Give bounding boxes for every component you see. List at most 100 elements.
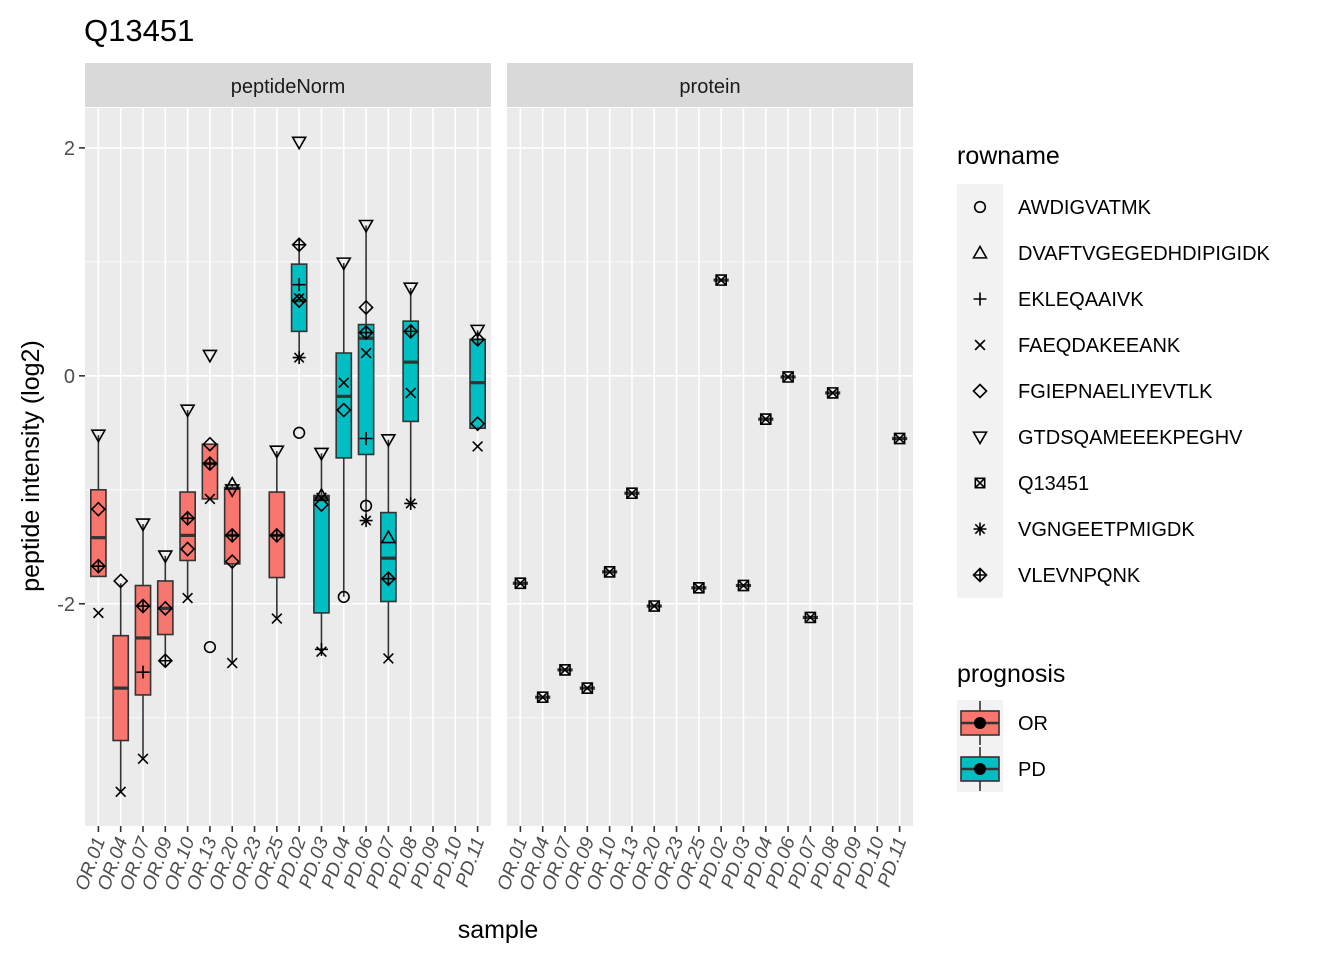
point-triangle-down xyxy=(358,219,374,234)
point-diamond xyxy=(291,292,307,309)
point-cross xyxy=(271,613,283,625)
point-diamond xyxy=(224,553,240,570)
point-triangle-down xyxy=(335,257,352,272)
point-triangle-down xyxy=(90,429,107,444)
point-diamond xyxy=(336,402,352,418)
point-plus xyxy=(136,665,150,679)
point-diamond xyxy=(202,436,218,452)
box-body xyxy=(335,352,353,459)
legend-key-diamond xyxy=(972,383,988,399)
point-cross xyxy=(338,377,350,389)
point-cross xyxy=(182,592,194,604)
point-cross xyxy=(360,347,372,359)
rowname-legend-item: Q13451 xyxy=(974,473,1089,495)
point-asterisk xyxy=(292,351,306,365)
legend-label: PD xyxy=(1018,759,1046,781)
legend-label: VLEVNPQNK xyxy=(1018,565,1141,587)
rowname-legend-title: rowname xyxy=(957,142,1060,170)
box-body xyxy=(313,494,330,614)
point-Q13451 xyxy=(715,274,727,286)
box-body xyxy=(223,486,241,565)
point-triangle-down xyxy=(157,550,174,565)
rowname-legend-item: EKLEQAAIVK xyxy=(973,289,1144,311)
box-body xyxy=(201,443,219,500)
point-triangle-down xyxy=(179,404,196,419)
y-tick-label: -2 xyxy=(57,594,75,616)
point-triangle-down xyxy=(402,282,419,297)
point-cross xyxy=(316,646,327,658)
legend-key-triangle-down xyxy=(972,431,988,446)
point-diamond xyxy=(313,496,330,513)
point-triangle-down xyxy=(224,484,241,498)
point-triangle-down xyxy=(313,447,330,462)
point-cross xyxy=(472,441,484,452)
point-cross xyxy=(382,653,394,664)
rowname-legend-items: AWDIGVATMK DVAFTVGEGEDHDIPIGIDK EKLEQAAIVK… xyxy=(972,197,1271,587)
strip-label: peptideNorm xyxy=(231,76,346,98)
strip-label: protein xyxy=(679,76,740,98)
legend: rowname AWDIGVATMK DVAFTVGEGEDHDIPIGIDK EK… xyxy=(957,142,1271,792)
point-Q13451 xyxy=(693,581,705,594)
point-triangle-down xyxy=(469,324,486,339)
panel-peptideNorm: peptideNormOR.01OR.04OR.07OR.09OR.10OR.1… xyxy=(57,63,491,893)
strip-protein xyxy=(507,63,913,107)
y-tick-label: 0 xyxy=(64,366,75,388)
point-Q13451 xyxy=(893,432,906,445)
y-axis-label: peptide intensity (log2) xyxy=(17,340,45,592)
box-PD.06 xyxy=(780,371,796,383)
legend-key-point xyxy=(974,763,986,775)
point-diamond-plus xyxy=(157,653,173,669)
point-triangle-down xyxy=(291,136,308,151)
box-OR.07 xyxy=(134,523,152,759)
point-triangle-down xyxy=(380,433,397,448)
point-Q13451 xyxy=(603,566,616,578)
point-triangle-down xyxy=(268,445,285,460)
point-diamond-plus xyxy=(380,571,397,587)
rowname-legend-item: VGNGEETPMIGDK xyxy=(973,519,1195,541)
box-PD.11 xyxy=(892,432,908,445)
box-OR.04 xyxy=(535,691,551,704)
box-PD.02 xyxy=(713,274,729,286)
point-diamond-plus xyxy=(469,331,486,347)
legend-label: VGNGEETPMIGDK xyxy=(1018,519,1195,541)
point-cross xyxy=(226,657,238,669)
prognosis-legend-item: PD xyxy=(957,746,1046,792)
legend-label: DVAFTVGEGEDHDIPIGIDK xyxy=(1018,243,1271,265)
legend-label: Q13451 xyxy=(1018,473,1089,495)
panel-background xyxy=(507,108,913,826)
point-Q13451 xyxy=(826,387,839,399)
point-diamond xyxy=(90,501,107,517)
box-PD.08 xyxy=(825,387,841,399)
box-OR.25 xyxy=(691,581,707,594)
panels: peptideNormOR.01OR.04OR.07OR.09OR.10OR.1… xyxy=(57,63,913,893)
panel-protein: proteinOR.01OR.04OR.07OR.09OR.10OR.13OR.… xyxy=(494,63,913,893)
point-Q13451 xyxy=(782,371,794,383)
point-triangle-down xyxy=(202,349,218,364)
box-PD.03 xyxy=(735,579,752,592)
point-Q13451 xyxy=(804,611,817,624)
legend-key-plus xyxy=(973,292,987,306)
prognosis-legend-item: OR xyxy=(957,700,1048,746)
legend-key-square-cross xyxy=(974,477,986,489)
legend-key-diamond-plus xyxy=(972,567,988,583)
legend-label: FGIEPNAELIYEVTLK xyxy=(1018,381,1213,403)
legend-key-cross xyxy=(974,339,986,351)
rowname-legend-item: DVAFTVGEGEDHDIPIGIDK xyxy=(972,243,1271,265)
prognosis-legend-title: prognosis xyxy=(957,660,1065,688)
point-circle xyxy=(337,590,350,604)
point-Q13451 xyxy=(559,664,571,676)
point-plus xyxy=(314,642,328,656)
point-diamond xyxy=(157,600,173,616)
point-diamond xyxy=(179,541,196,557)
panel-background xyxy=(85,108,491,826)
point-diamond-plus xyxy=(358,324,374,341)
prognosis-legend-items: OR PD xyxy=(957,700,1048,792)
point-diamond-plus xyxy=(224,527,240,544)
point-diamond-plus xyxy=(202,455,218,472)
box-OR.20 xyxy=(223,484,241,664)
y-tick-label: 2 xyxy=(64,138,75,160)
point-cross xyxy=(204,493,216,505)
point-triangle-down xyxy=(135,518,151,533)
legend-label: EKLEQAAIVK xyxy=(1018,289,1144,311)
